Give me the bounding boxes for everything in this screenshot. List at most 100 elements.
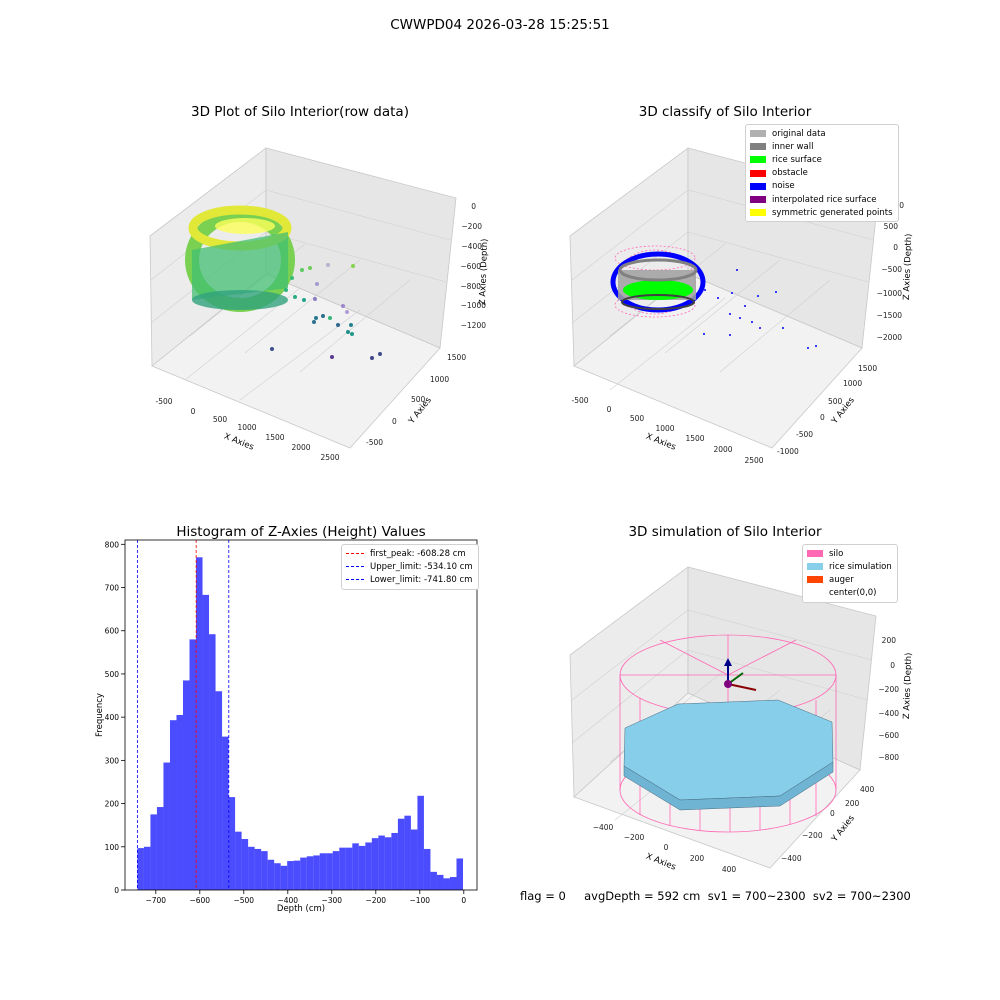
histogram-bar <box>404 815 411 890</box>
histogram-bar <box>228 797 236 890</box>
legend-item: interpolated rice surface <box>750 193 898 206</box>
histogram-bar <box>332 851 340 890</box>
raw-ztick: −200 <box>461 222 482 231</box>
raw-xtick: 500 <box>213 415 228 424</box>
raw-ytick: 1000 <box>430 375 449 384</box>
raw-ytick: 500 <box>411 395 426 404</box>
classify-xtick: 0 <box>607 405 612 414</box>
histogram-xtick-label: −700 <box>145 896 166 905</box>
histogram-ytick-label: 200 <box>105 800 120 809</box>
classify-ztick: −500 <box>881 265 902 274</box>
simulation-plot-title: 3D simulation of Silo Interior <box>628 524 822 540</box>
histogram-bar <box>313 855 320 890</box>
histogram-title: Histogram of Z-Axies (Height) Values <box>176 524 426 540</box>
legend-line <box>346 566 364 568</box>
raw-zlabel: Z Axies (Depth) <box>478 238 490 305</box>
histogram-bar <box>391 832 398 890</box>
classify-xtick: 2500 <box>744 456 763 465</box>
legend-item: obstacle <box>750 167 898 180</box>
histogram-vlines <box>137 540 230 890</box>
legend-item: center(0,0) <box>807 587 897 600</box>
histogram-bar <box>189 639 197 890</box>
classify-ztick: 500 <box>884 222 899 231</box>
histogram-xtick-label: −400 <box>277 896 298 905</box>
classify-ztick: −1500 <box>877 311 903 320</box>
classify-ytick: -500 <box>796 430 813 439</box>
classify-ytick: 0 <box>820 413 825 422</box>
histogram-bar <box>436 874 444 890</box>
histogram-ytick-label: 700 <box>105 584 120 593</box>
histogram-bar <box>241 839 249 890</box>
legend-label: first_peak: -608.28 cm <box>370 548 466 559</box>
legend-swatch <box>750 130 766 138</box>
classify-xtick: 2000 <box>713 445 732 454</box>
classify-3d-plot: -500 0 500 1000 1500 2000 2500 -1000 -50… <box>569 147 914 465</box>
sim-xtick: 200 <box>690 854 705 863</box>
histogram-bar <box>378 835 385 890</box>
histogram-bar <box>352 843 359 890</box>
histogram-bar <box>319 853 327 890</box>
sim-ytick: −200 <box>802 831 823 840</box>
histogram-bar <box>248 846 255 890</box>
histogram-bar <box>267 859 275 890</box>
histogram-bar <box>274 863 281 890</box>
histogram-bar <box>143 846 151 890</box>
histogram-bar <box>371 838 379 890</box>
classify-xtick: 500 <box>630 414 645 423</box>
classify-ring-points <box>610 245 706 318</box>
legend-label: Lower_limit: -741.80 cm <box>370 574 473 585</box>
histogram-xtick-label: −600 <box>189 896 210 905</box>
raw-xtick: 2000 <box>291 443 310 452</box>
histogram-xticks: −700 −600 −500 −400 −300 −200 −100 0 <box>145 890 466 905</box>
sim-ztick: −600 <box>878 731 899 740</box>
legend-item: symmetric generated points <box>750 206 898 219</box>
histogram-bar <box>443 878 450 890</box>
legend-item: noise <box>750 180 898 193</box>
histogram-bar <box>423 848 431 890</box>
raw-ytick: 1500 <box>447 353 466 362</box>
histogram-bar <box>196 557 203 890</box>
histogram-bar <box>449 877 457 890</box>
legend-swatch <box>750 143 766 151</box>
legend-label: obstacle <box>772 168 808 179</box>
simulation-legend: silo rice simulation auger center(0,0) <box>802 544 898 603</box>
histogram-bar <box>261 851 268 890</box>
classify-ytick: 500 <box>828 397 843 406</box>
classify-ytick: 1500 <box>858 364 877 373</box>
raw-xlabel: X Axies <box>222 432 255 453</box>
figure-title: CWWPD04 2026-03-28 15:25:51 <box>390 17 610 33</box>
histogram-chart: −700 −600 −500 −400 −300 −200 −100 0 0 100 200 300… <box>95 539 478 914</box>
histogram-bar <box>182 680 190 890</box>
histogram-bar <box>169 720 177 890</box>
histogram-ytick-label: 600 <box>105 627 120 636</box>
histogram-bar <box>417 795 424 890</box>
sim-xtick: −400 <box>593 823 614 832</box>
legend-item: auger <box>807 573 897 586</box>
legend-label: auger <box>829 574 854 585</box>
legend-swatch <box>807 576 823 584</box>
histogram-xtick-label: −300 <box>321 896 342 905</box>
sim-xtick: −200 <box>624 833 645 842</box>
legend-item: inner wall <box>750 140 898 153</box>
histogram-bar <box>254 848 262 890</box>
raw-ztick: −600 <box>460 262 481 271</box>
histogram-bar <box>456 858 464 890</box>
status-text: flag = 0 avgDepth = 592 cm sv1 = 700~230… <box>520 889 911 903</box>
histogram-bar <box>345 847 353 890</box>
legend-swatch <box>807 550 823 558</box>
sim-ytick: 400 <box>860 785 875 794</box>
legend-label: interpolated rice surface <box>772 194 877 205</box>
classify-xtick: 1000 <box>655 424 674 433</box>
raw-ytick: 0 <box>392 417 397 426</box>
legend-item: first_peak: -608.28 cm <box>346 547 478 560</box>
classify-xlabel: X Axies <box>644 432 677 453</box>
legend-label: rice simulation <box>829 561 892 572</box>
legend-label: rice surface <box>772 154 822 165</box>
histogram-bar <box>339 847 346 890</box>
raw-xtick: 0 <box>191 407 196 416</box>
histogram-bar <box>397 818 405 890</box>
raw-3d-plot: -500 0 500 1000 1500 2000 2500 -500 0 50… <box>149 147 490 462</box>
sim-ztick: 0 <box>890 661 895 670</box>
histogram-bar <box>300 857 307 890</box>
raw-xtick: 1000 <box>237 423 256 432</box>
